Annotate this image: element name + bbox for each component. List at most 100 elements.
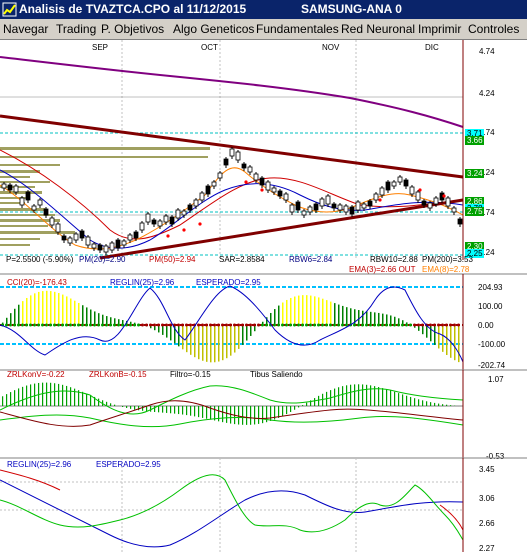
cci-zero-dot <box>85 323 88 327</box>
menu-navegar[interactable]: Navegar <box>3 22 49 36</box>
cci-bar <box>94 311 96 325</box>
volume-bar <box>0 181 50 183</box>
cci-bar <box>206 325 208 362</box>
zrl-bar <box>158 406 160 413</box>
zrl-bar <box>146 406 148 412</box>
menu-p-objetivos[interactable]: P. Objetivos <box>101 22 165 36</box>
zrl-bar <box>438 403 440 406</box>
zrl-bar <box>230 406 232 424</box>
cci-bar <box>270 312 272 325</box>
zrl-bar <box>166 406 168 413</box>
cci-zero-dot <box>181 323 184 327</box>
cci-zero-dot <box>117 323 120 327</box>
cci-bar <box>338 304 340 325</box>
cci-zero-dot <box>373 323 376 327</box>
level-badge-text: 3.71 <box>467 129 483 138</box>
zrl-bar <box>142 406 144 411</box>
candle-body <box>67 237 73 244</box>
menu-algo-geneticos[interactable]: Algo Geneticos <box>173 22 255 36</box>
cci-bar <box>402 320 404 325</box>
volume-bar <box>0 202 25 204</box>
regression-panel: REGLIN(25)=2.96 ESPERADO=2.95 3.45 3.06 … <box>0 457 527 552</box>
zrl-bar <box>162 406 164 413</box>
cci-zero-dot <box>389 323 392 327</box>
volume-bar <box>0 164 60 166</box>
cci-zero-dot <box>441 323 444 327</box>
zrl-signal-line <box>0 400 464 427</box>
candle-body <box>265 181 271 191</box>
sar-dot <box>418 188 422 192</box>
zrl-bar <box>98 398 100 406</box>
cci-zero-dot <box>57 323 60 327</box>
menu-red-neuronal[interactable]: Red Neuronal <box>341 22 416 36</box>
volume-bar <box>0 147 210 150</box>
sar-dot <box>244 180 248 184</box>
cci-zero-dot <box>313 323 316 327</box>
cci-zero-dot <box>369 323 372 327</box>
cci-zero-dot <box>45 323 48 327</box>
cci-bar <box>458 325 460 363</box>
candle-body <box>325 195 331 205</box>
cci-zero-dot <box>281 323 284 327</box>
cci-zero-dot <box>265 323 268 327</box>
level-badge <box>465 197 484 206</box>
cci-tick: -100.00 <box>478 340 506 349</box>
cci-bar <box>78 302 80 325</box>
cci-zero-dot <box>101 323 104 327</box>
cci-bar <box>170 325 172 341</box>
candle-body <box>175 209 181 219</box>
candle-body <box>445 197 451 207</box>
zrl-bar <box>110 403 112 406</box>
ema-line <box>0 167 464 250</box>
cci-tick: -202.74 <box>478 361 506 370</box>
cci-zero-dot <box>177 323 180 327</box>
level-badge <box>465 136 484 145</box>
cci-bar <box>54 291 56 325</box>
menu-bar: Navegar Trading P. Objetivos Algo Geneti… <box>0 19 527 40</box>
price-axis: 4.74 4.24 3.74 3.24 2.74 2.24 3.713.66 3.… <box>462 40 527 260</box>
support-trendline <box>99 198 464 260</box>
menu-controles[interactable]: Controles <box>468 22 520 36</box>
candlesticks <box>1 147 463 255</box>
candle-body <box>295 201 301 211</box>
cci-bar <box>374 312 376 325</box>
cci-zero-dot <box>37 323 40 327</box>
zrl-bar <box>370 385 372 406</box>
zrl-bar <box>50 382 52 406</box>
cci-zero-dot <box>113 323 116 327</box>
cci-bar <box>62 294 64 325</box>
zrl-bar <box>314 398 316 406</box>
cci-zero-dot <box>49 323 52 327</box>
cci-zero-dot <box>9 323 12 327</box>
zrl-bar <box>270 406 272 421</box>
cci-bar <box>310 295 312 325</box>
cci-zero-dot <box>421 323 424 327</box>
zrl-bar <box>126 406 128 409</box>
zrl-bar <box>430 402 432 406</box>
zrl-bar <box>82 391 84 406</box>
zrl-bar <box>6 394 8 406</box>
menu-imprimir[interactable]: Imprimir <box>418 22 462 36</box>
menu-fundamentales[interactable]: Fundamentales <box>256 22 339 36</box>
menu-trading[interactable]: Trading <box>56 22 97 36</box>
cci-bar <box>366 311 368 325</box>
cci-bar <box>382 313 384 325</box>
cci-bar <box>426 325 428 338</box>
zrl-bar <box>434 402 436 406</box>
candle-body <box>457 218 463 225</box>
cci-zero-dot <box>301 323 304 327</box>
zrl-bar <box>210 406 212 420</box>
reg-reglin-label: REGLIN(25)=2.96 <box>7 460 72 469</box>
cci-zero-dot <box>53 323 56 327</box>
cci-zero-dot <box>237 323 240 327</box>
price-tick: 2.24 <box>479 248 495 257</box>
zrl-bar <box>206 406 208 419</box>
zrl-bar <box>218 406 220 422</box>
resistance-trendline <box>0 114 464 179</box>
cci-bar <box>86 307 88 325</box>
cci-zero-dot <box>377 323 380 327</box>
cci-bar <box>342 305 344 325</box>
level-badges: 3.713.663.242.862.782.752.302.25 <box>465 129 484 258</box>
zrl-bar <box>138 406 140 411</box>
price-tick: 4.74 <box>479 47 495 56</box>
